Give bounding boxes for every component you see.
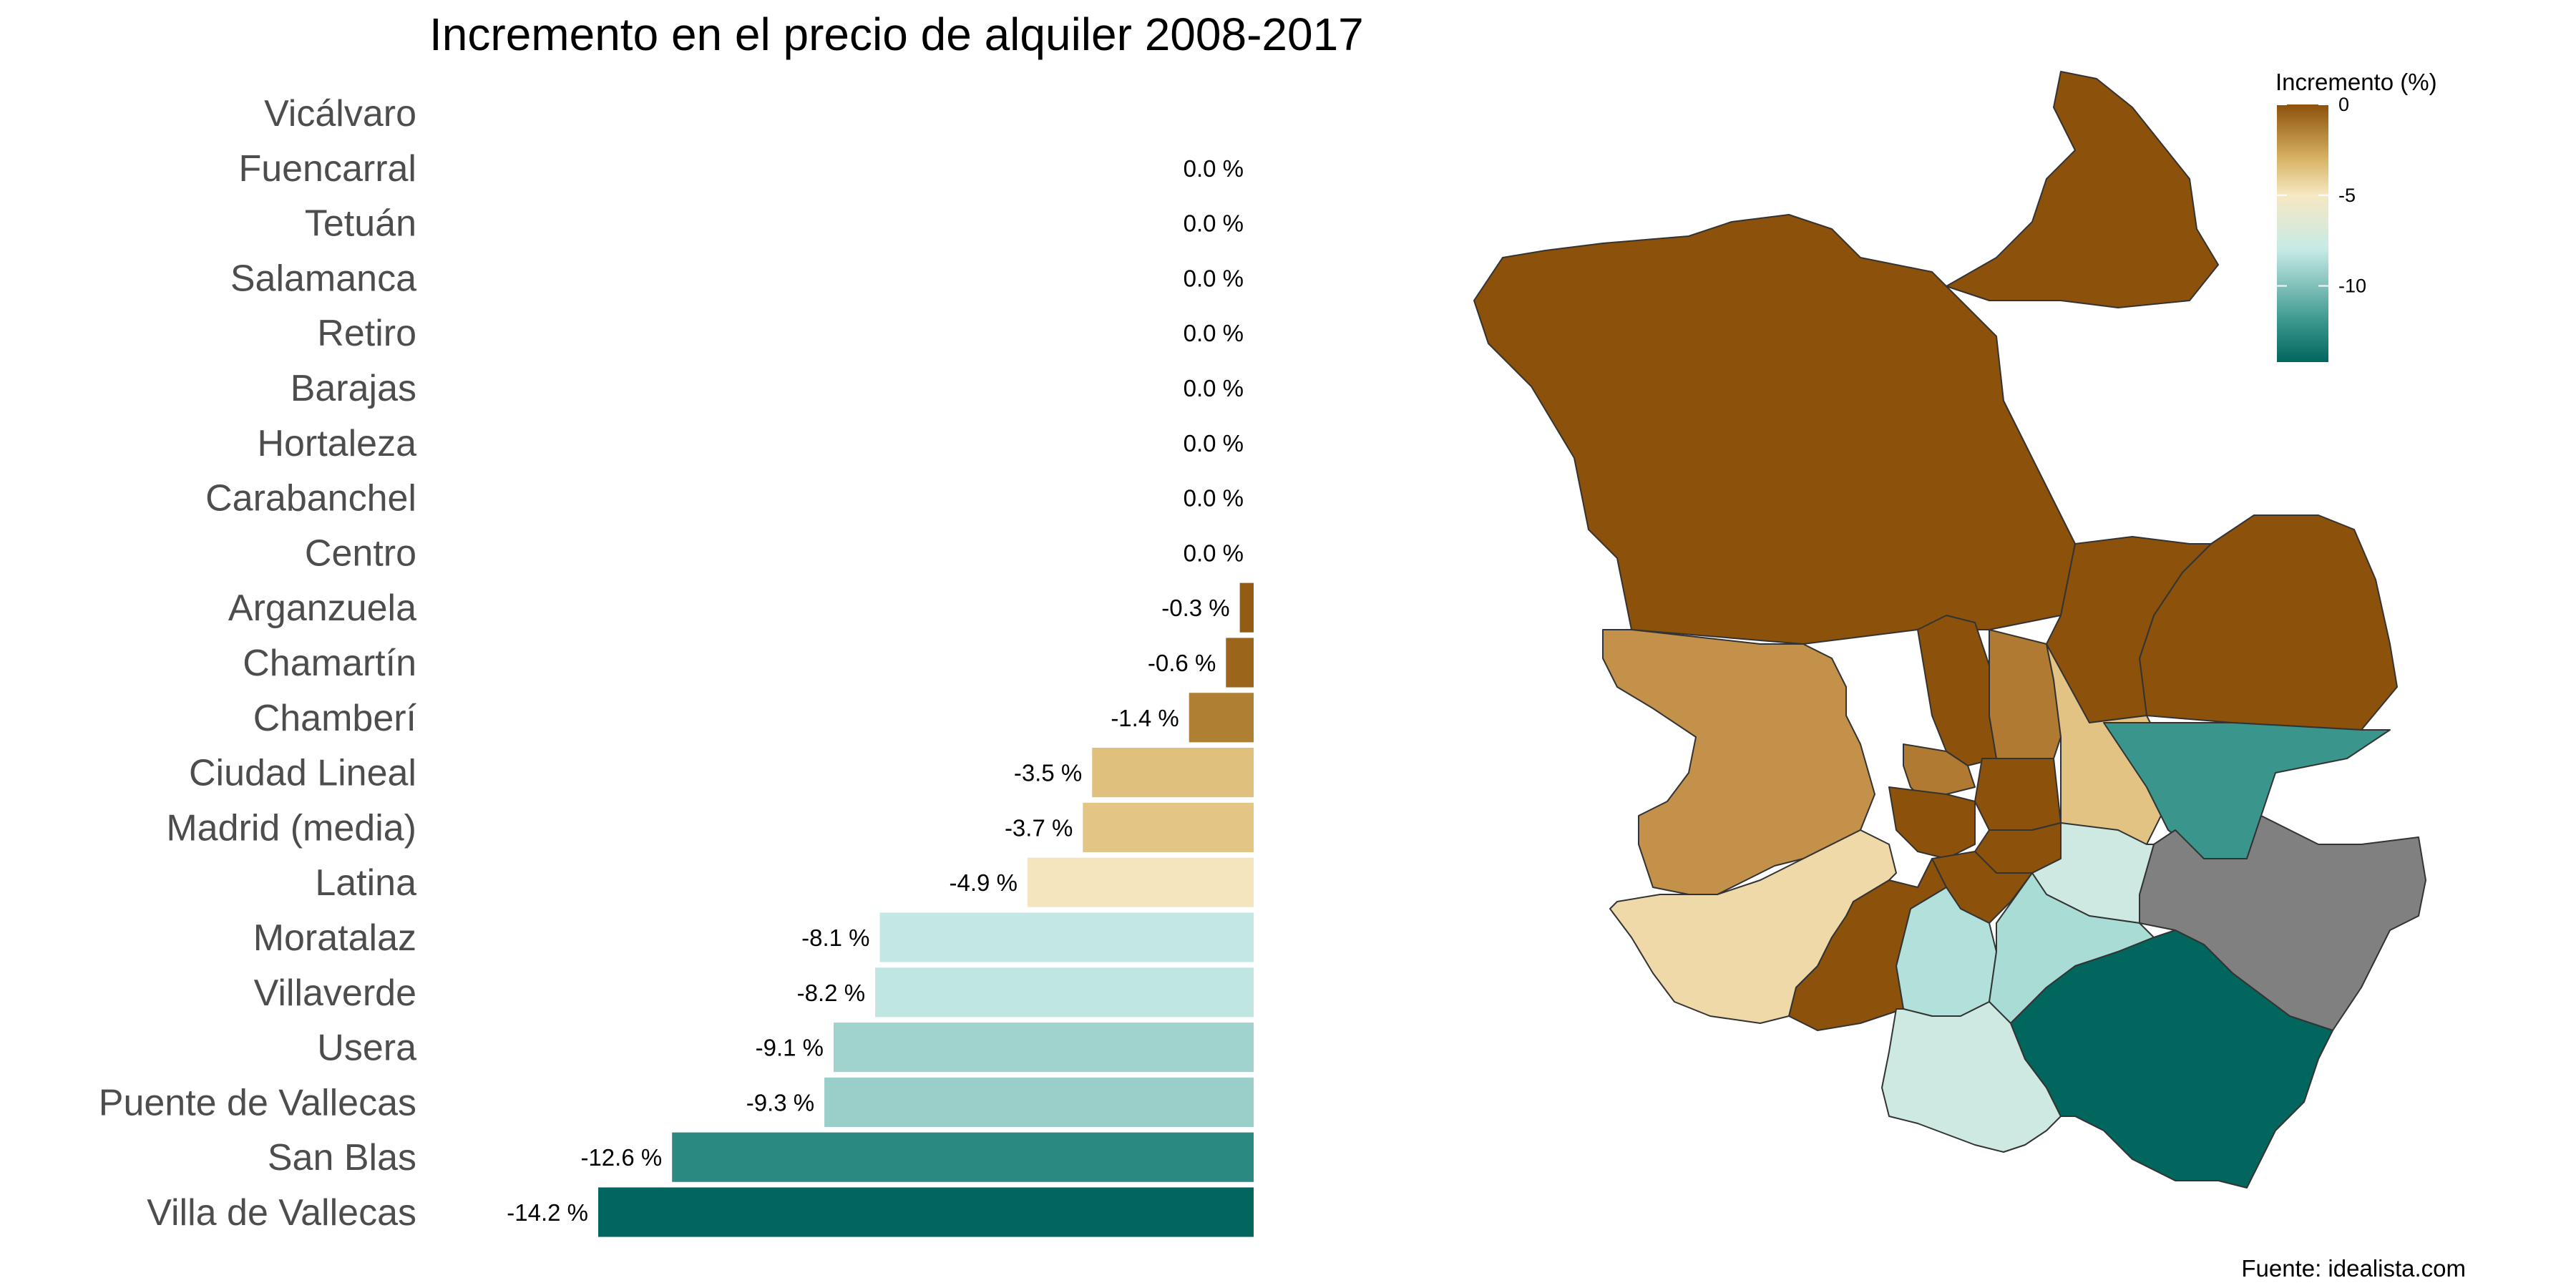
bar [824,1077,1254,1127]
data-label: -9.3 % [746,1089,814,1116]
bar [833,1023,1254,1073]
data-label: -12.6 % [580,1144,662,1171]
category-label: Fuencarral [238,148,416,190]
chart-title: Incremento en el precio de alquiler 2008… [429,9,1364,60]
data-label: -4.9 % [950,869,1018,896]
category-label: Hortaleza [257,423,416,464]
map-district-san-blas [2103,722,2391,859]
bar [1083,802,1254,852]
bar [1239,582,1254,633]
chart-caption: Fuente: idealista.com [2241,1255,2466,1282]
legend-title: Incremento (%) [2275,69,2437,95]
data-label: -0.3 % [1161,595,1229,621]
bar [1027,857,1254,907]
data-label: -3.5 % [1014,760,1082,786]
bar [1092,748,1254,798]
map-district-fuencarral-north [1946,71,2219,308]
data-label: 0.0 % [1184,265,1244,291]
map-district-latina [1609,829,1897,1024]
data-label: -3.7 % [1005,814,1073,841]
bar [875,967,1254,1018]
bar-chart-panel: Vicálvaro Fuencarral 0.0 % Tetuán 0.0 % Salam… [99,93,1254,1237]
data-label: 0.0 % [1184,430,1244,457]
data-label: -1.4 % [1111,705,1179,731]
legend: Incremento (%) 0 -5 -10 [2275,69,2437,362]
map-district-salamanca [1974,758,2062,831]
category-label: Carabanchel [205,478,416,519]
data-label: -9.1 % [756,1035,824,1061]
map-district-tetuan [1917,615,1997,766]
category-label: Moratalaz [253,917,416,959]
category-label: Madrid (media) [166,807,416,849]
legend-colorbar [2277,104,2328,362]
category-label: Retiro [317,313,416,354]
bar [1189,693,1254,743]
map-district-centro [1888,786,1976,859]
category-label: Barajas [291,368,416,409]
category-label: Chamberí [253,698,417,739]
map-district-fuencarral [1473,214,2076,645]
map-district-villa-de-vallecas [2010,930,2333,1189]
map-district-moncloa [1602,629,1875,895]
bar [1226,638,1254,688]
category-label: Puente de Vallecas [99,1082,416,1123]
data-label: 0.0 % [1184,540,1244,566]
bar [672,1132,1254,1182]
choropleth-map [1473,71,2426,1189]
legend-tick-label: -5 [2338,185,2356,206]
data-label: -0.6 % [1148,650,1216,676]
category-label: Villaverde [254,972,416,1014]
category-label: Villa de Vallecas [147,1192,416,1234]
category-label: Ciudad Lineal [189,753,416,794]
category-label: Centro [305,532,416,574]
category-label: Usera [317,1028,416,1069]
legend-tick-label: -10 [2338,275,2366,297]
data-label: 0.0 % [1184,210,1244,237]
data-label: -8.1 % [801,924,869,951]
category-label: Arganzuela [228,587,416,629]
bar [598,1187,1254,1237]
data-label: 0.0 % [1184,155,1244,182]
category-label: San Blas [268,1137,416,1179]
bar [879,912,1254,962]
data-label: 0.0 % [1184,320,1244,346]
data-label: -8.2 % [797,980,865,1006]
map-district-villaverde [1881,1001,2062,1153]
category-label: Chamartín [243,643,416,684]
category-label: Salamanca [230,258,416,299]
data-label: 0.0 % [1184,485,1244,512]
category-label: Latina [315,862,416,904]
category-label: Vicálvaro [264,93,416,135]
legend-tick-label: 0 [2338,94,2349,115]
data-label: 0.0 % [1184,375,1244,401]
legend-ticks: 0 -5 -10 [2277,94,2366,297]
data-label: -14.2 % [507,1199,588,1226]
category-label: Tetuán [305,203,416,245]
